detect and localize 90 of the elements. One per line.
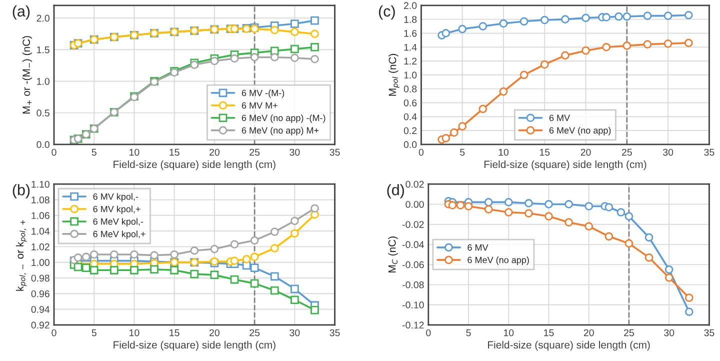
y-axis-title: M$_{+}$ or -(M$_{−}$) (nC)	[22, 36, 32, 114]
y-tick-label: 0.6	[404, 99, 417, 106]
y-tick-label: 1.2	[404, 58, 417, 65]
x-tick-label: 25	[622, 148, 632, 156]
text: (c)	[378, 5, 395, 20]
text: (d)	[387, 184, 404, 198]
y-tick-label: 1.6	[404, 30, 417, 37]
x-tick-label: 15	[544, 329, 554, 336]
x-tick-label: 25	[250, 148, 260, 156]
y-tick-label: 1.06	[32, 212, 50, 220]
y-tick-label: 0.92	[31, 322, 50, 329]
x-tick-label: 20	[210, 329, 220, 336]
x-tick-label: 10	[504, 329, 514, 336]
x-axis-title: Field-size (square) side length (cm)	[114, 340, 276, 351]
x-tick-label: 5	[466, 329, 471, 336]
x-tick-label: 25	[624, 329, 634, 336]
y-tick-label: 0.00	[406, 200, 424, 208]
y-tick-label: 1.08	[32, 196, 50, 204]
y-tick-label: 1.10	[32, 180, 50, 188]
x-tick-label: 35	[330, 329, 340, 336]
y-tick-label: -0.08	[402, 281, 424, 288]
legend-label: 6 MV -(M-)	[242, 90, 284, 98]
x-tick-label: 0	[52, 148, 56, 156]
y-tick-label: 1.02	[32, 243, 50, 250]
x-tick-label: 35	[704, 329, 714, 336]
x-tick-label: 25	[250, 329, 260, 336]
x-tick-label: 15	[170, 148, 180, 156]
y-tick-label: -0.02	[402, 221, 424, 228]
legend-label: 6 MeV (no app)	[468, 256, 529, 265]
y-tick-label: 0.96	[31, 290, 50, 298]
y-tick-label: 0.4	[404, 113, 417, 120]
legend-label: 6 MeV kpol,+	[93, 230, 146, 239]
y-tick-label: 0.0	[36, 141, 50, 148]
x-tick-label: 20	[210, 148, 220, 156]
y-tick-label: 2.0	[36, 14, 50, 22]
x-tick-label: 30	[664, 329, 674, 336]
y-tick-label: -0.04	[402, 241, 424, 248]
legend-label: 6 MeV kpol,-	[93, 218, 144, 227]
legend-label: 6 MV	[468, 244, 488, 251]
y-tick-label: -0.06	[402, 261, 424, 268]
x-tick-label: 0	[52, 329, 56, 336]
y-axis-title: k$_{pol,−}$ or k$_{pol,+}$	[16, 220, 27, 291]
x-tick-label: 10	[498, 148, 509, 156]
y-tick-label: 1.0	[404, 72, 417, 79]
x-tick-label: 0	[426, 329, 431, 336]
y-tick-label: 1.4	[404, 44, 417, 51]
text: (a)	[12, 5, 30, 20]
legend-label: 6 MeV (no app)	[549, 126, 611, 136]
y-tick-label: 0.2	[404, 127, 417, 134]
legend-label: 6 MV	[549, 114, 570, 122]
legend-label: 6 MV kpol,+	[93, 206, 140, 214]
x-tick-label: 20	[584, 329, 594, 336]
x-tick-label: 5	[92, 148, 96, 156]
x-tick-label: 10	[130, 329, 140, 336]
x-tick-label: 35	[330, 148, 340, 156]
x-tick-label: 30	[290, 329, 300, 336]
x-axis-title: Field-size (square) side length (cm)	[484, 160, 646, 170]
x-tick-label: 30	[663, 148, 674, 156]
y-tick-label: 0.0	[404, 141, 417, 148]
x-tick-label: 15	[170, 329, 180, 336]
y-tick-label: 1.5	[37, 46, 50, 54]
y-tick-label: 1.04	[32, 228, 50, 235]
legend-label: 6 MeV (no app) M+	[242, 126, 319, 136]
y-tick-label: -0.12	[402, 322, 424, 329]
y-tick-label: -0.10	[402, 302, 424, 308]
legend-label: 6 MV M+	[242, 102, 278, 109]
y-tick-label: 2.0	[404, 2, 417, 10]
y-tick-label: 0.5	[36, 110, 50, 116]
y-tick-label: 1.00	[32, 259, 50, 266]
y-axis-title: M$_{pol}$ (nC)	[388, 54, 400, 96]
y-tick-label: 0.02	[406, 180, 424, 188]
y-tick-label: 0.98	[31, 274, 50, 282]
x-tick-label: 5	[460, 148, 465, 156]
x-axis-title: Field-size (square) side length (cm)	[488, 340, 650, 351]
text: (b)	[12, 184, 30, 198]
x-tick-label: 0	[418, 148, 424, 156]
x-tick-label: 30	[290, 148, 300, 156]
y-tick-label: 0.94	[31, 306, 50, 313]
legend-label: 6 MeV (no app) -(M-)	[242, 114, 326, 123]
x-tick-label: 35	[704, 148, 714, 156]
legend-label: 6 MV kpol,-	[93, 193, 138, 202]
y-axis-title: M$_{C}$ (nC)	[388, 236, 398, 272]
y-tick-label: 1.0	[37, 78, 50, 85]
x-tick-label: 5	[92, 329, 96, 336]
y-tick-label: 0.8	[404, 86, 417, 92]
x-tick-label: 20	[580, 148, 591, 156]
x-tick-label: 10	[130, 148, 140, 156]
x-axis-title: Field-size (square) side length (cm)	[114, 160, 276, 170]
y-tick-label: 1.8	[404, 16, 417, 23]
x-tick-label: 15	[540, 148, 550, 156]
